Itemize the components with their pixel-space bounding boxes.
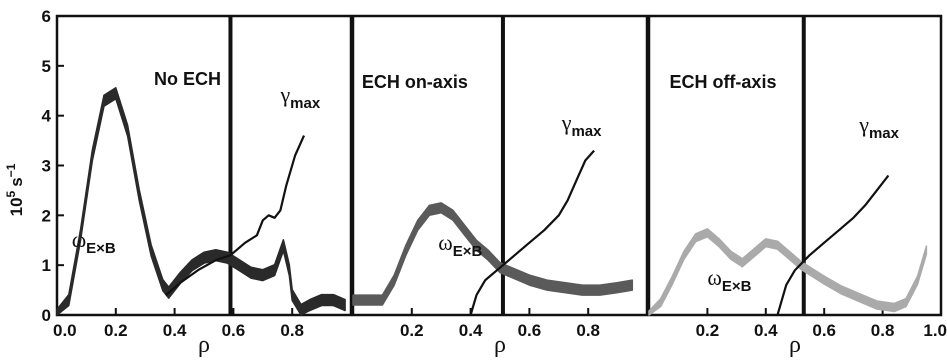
y-axis-label: 105 s−1 — [4, 163, 26, 216]
omega-symbol: ω — [707, 265, 721, 290]
gamma-max-label: γmax — [858, 112, 899, 142]
omega-exb-band — [56, 87, 346, 316]
omega-subscript: E×B — [722, 278, 752, 295]
y-tick-label: 0 — [42, 306, 51, 325]
y-axis-label-unit: s — [7, 177, 26, 186]
gamma-symbol: γ — [561, 110, 572, 135]
y-tick-label: 6 — [42, 7, 51, 26]
gamma-max-line — [469, 149, 595, 316]
x-tick-label: 0.0 — [53, 321, 77, 340]
gamma-max-label: γmax — [561, 110, 602, 140]
omega-exb-band — [648, 228, 928, 316]
panel-1: 0.0 0.2 0.4 0.6 0.8 ρ No ECH ωE×B γmax — [53, 14, 353, 358]
omega-exb-band — [352, 202, 634, 306]
x-tick-label: 0.6 — [518, 321, 542, 340]
gamma-subscript: max — [869, 125, 900, 142]
x-tick-label: 0.8 — [871, 321, 895, 340]
gamma-subscript: max — [571, 123, 602, 140]
x-tick-label: 0.6 — [222, 321, 246, 340]
x-tick-label: 0.6 — [812, 321, 836, 340]
x-axis-label: ρ — [494, 332, 506, 358]
y-tick-label: 3 — [42, 157, 51, 176]
x-tick-label: 0.8 — [576, 321, 600, 340]
x-tick-label: 1.0 — [923, 321, 947, 340]
panel-3: 0.2 0.4 0.6 0.8 1.0 ρ ECH off-axis ωE×B γmax — [647, 14, 947, 358]
x-tick-label: 0.2 — [696, 321, 720, 340]
x-tick-label: 0.4 — [754, 321, 778, 340]
y-axis: 0 1 2 3 4 5 6 — [42, 7, 64, 325]
panel-title: ECH off-axis — [669, 72, 776, 92]
y-tick-label: 2 — [42, 206, 51, 225]
x-tick-label: 0.4 — [163, 321, 187, 340]
gamma-max-line — [776, 174, 890, 316]
panel-frame — [647, 14, 943, 317]
omega-subscript: E×B — [86, 240, 116, 257]
omega-exb-label: ωE×B — [72, 227, 116, 257]
panel-frame — [55, 14, 353, 317]
y-axis-label-base: 10 — [7, 197, 26, 216]
y-axis-label-unit-exp: −1 — [4, 163, 18, 177]
omega-symbol: ω — [72, 227, 86, 252]
x-axis-label: ρ — [789, 332, 801, 358]
panel-2: 0.2 0.4 0.6 0.8 ρ ECH on-axis ωE×B γmax — [351, 14, 649, 358]
gamma-symbol: γ — [858, 112, 869, 137]
x-tick-label: 0.2 — [400, 321, 424, 340]
omega-subscript: E×B — [453, 243, 483, 260]
svg-text:105s−1: 105 s−1 — [4, 163, 26, 216]
panel-title: ECH on-axis — [362, 72, 468, 92]
y-tick-label: 5 — [42, 57, 51, 76]
y-tick-label: 4 — [42, 107, 52, 126]
omega-exb-label: ωE×B — [707, 265, 751, 295]
gamma-max-label: γmax — [279, 82, 320, 112]
omega-exb-label: ωE×B — [438, 230, 482, 260]
x-tick-label: 0.8 — [280, 321, 304, 340]
omega-symbol: ω — [438, 230, 452, 255]
gamma-symbol: γ — [279, 82, 290, 107]
panel-frame — [351, 14, 649, 317]
gamma-subscript: max — [290, 95, 321, 112]
x-tick-label: 0.4 — [459, 321, 483, 340]
x-tick-label: 0.2 — [104, 321, 128, 340]
y-tick-label: 1 — [42, 256, 51, 275]
x-axis-label: ρ — [198, 332, 210, 358]
gamma-max-line — [165, 135, 306, 296]
y-axis-label-exp: 5 — [4, 190, 18, 197]
panel-title: No ECH — [154, 69, 221, 89]
